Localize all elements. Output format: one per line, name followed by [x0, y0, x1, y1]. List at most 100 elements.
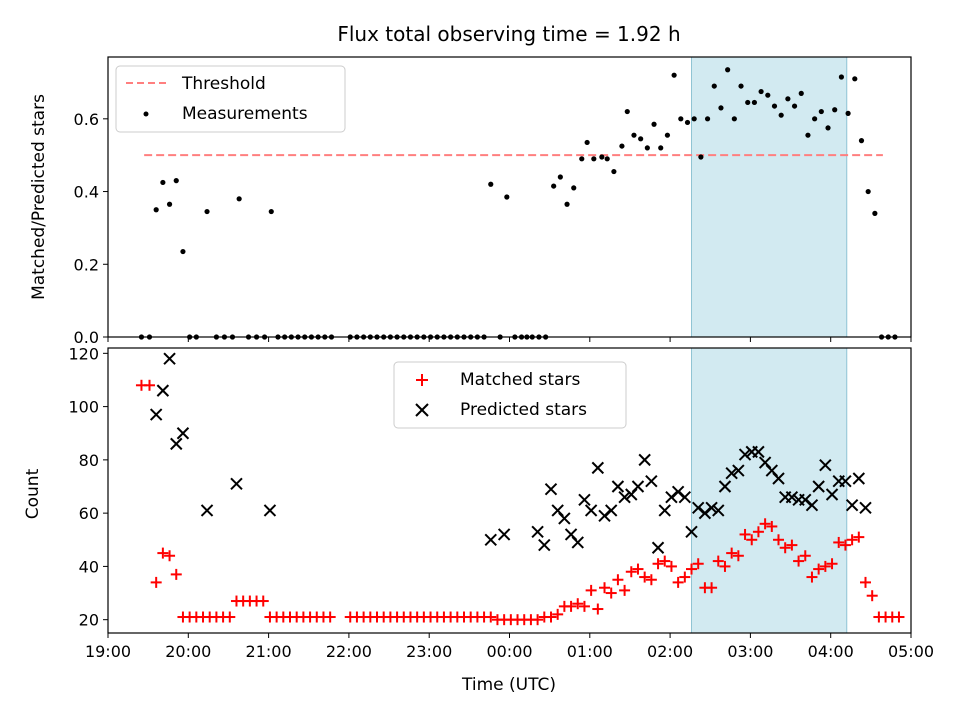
- matched-star-point: [679, 571, 691, 583]
- legend-matched-swatch: [416, 374, 428, 386]
- matched-star-point: [612, 574, 624, 586]
- measurement-point: [173, 178, 179, 184]
- matched-star-point: [706, 582, 718, 594]
- matched-star-point: [625, 566, 637, 578]
- predicted-star-point: [859, 501, 872, 515]
- x-tick-label: 04:00: [808, 642, 854, 661]
- x-tick-label: 23:00: [406, 642, 452, 661]
- measurement-point: [785, 96, 791, 102]
- measurement-point: [812, 116, 818, 122]
- measurement-point: [684, 119, 691, 126]
- measurement-point: [711, 83, 717, 89]
- top-y-axis: 0.0 0.2 0.4 0.6: [74, 110, 912, 347]
- predicted-star-point: [658, 504, 671, 517]
- matched-star-point: [659, 555, 671, 567]
- measurement-point: [644, 145, 650, 151]
- matched-star-point: [846, 534, 858, 546]
- measurement-point: [591, 156, 597, 162]
- matched-star-point: [485, 611, 497, 623]
- predicted-star-point: [825, 488, 839, 501]
- measurement-point: [624, 108, 630, 115]
- measurement-point: [745, 99, 751, 106]
- measurement-point: [765, 92, 771, 98]
- measurement-point: [872, 210, 878, 216]
- matched-star-point: [585, 584, 597, 596]
- measurement-point: [557, 174, 563, 180]
- predicted-star-point: [638, 453, 651, 467]
- bottom-plot-area: [135, 347, 905, 634]
- matched-star-point: [806, 571, 818, 583]
- predicted-star-point: [725, 466, 738, 480]
- top-y-tick-label: 0.6: [74, 110, 99, 129]
- measurement-point: [738, 83, 744, 89]
- measurement-point: [845, 110, 851, 116]
- matched-star-point: [686, 563, 698, 575]
- measurement-point: [678, 116, 684, 122]
- measurement-point: [858, 138, 865, 144]
- matched-star-point: [826, 558, 838, 570]
- predicted-star-point: [578, 493, 591, 507]
- predicted-star-point: [611, 480, 625, 493]
- legend-predicted-label: Predicted stars: [460, 400, 587, 420]
- predicted-star-point: [752, 445, 765, 459]
- matched-star-point: [839, 539, 851, 551]
- highlight-span: [691, 347, 848, 634]
- matched-star-point: [859, 576, 871, 588]
- measurement-point: [751, 99, 758, 106]
- measurement-point: [832, 107, 838, 113]
- x-axis-label: Time (UTC): [461, 675, 556, 695]
- matched-star-point: [143, 379, 155, 391]
- legend-measurements-label: Measurements: [182, 104, 308, 124]
- matched-star-point: [170, 568, 182, 580]
- x-tick-label: 01:00: [567, 642, 613, 661]
- matched-star-point: [532, 614, 544, 626]
- bottom-y-tick-label: 120: [68, 344, 99, 363]
- matched-star-point: [692, 558, 704, 570]
- measurement-point: [180, 248, 186, 255]
- measurement-point: [631, 132, 637, 138]
- matched-star-point: [726, 547, 738, 559]
- measurement-point: [718, 105, 724, 111]
- predicted-star-point: [772, 472, 785, 485]
- predicted-star-point: [263, 504, 277, 517]
- top-y-tick-label: 0.0: [74, 328, 99, 347]
- bottom-legend: Matched stars Predicted stars: [393, 361, 627, 429]
- matched-star-point: [793, 555, 805, 567]
- measurement-point: [698, 154, 704, 160]
- predicted-star-point: [732, 464, 745, 477]
- matched-star-point: [257, 595, 269, 607]
- top-legend: Threshold Measurements: [115, 65, 346, 133]
- predicted-star-point: [170, 437, 183, 451]
- measurement-point: [236, 196, 242, 202]
- measurement-point: [160, 179, 166, 186]
- measurement-point: [664, 132, 671, 138]
- predicted-star-point: [156, 384, 170, 397]
- top-panel: 0.0 0.2 0.4 0.6 Matched/Predicted stars Thr…: [29, 56, 912, 347]
- matched-star-point: [819, 560, 831, 572]
- measurement-point: [571, 185, 577, 191]
- bottom-y-axis-label: Count: [23, 468, 43, 519]
- measurement-point: [268, 208, 274, 215]
- measurement-point: [204, 208, 210, 215]
- measurement-point: [584, 139, 590, 146]
- measurement-point: [731, 116, 737, 122]
- measurement-point: [758, 88, 764, 95]
- measurement-point: [852, 76, 858, 82]
- x-tick-label: 20:00: [165, 642, 211, 661]
- matched-star-point: [572, 598, 584, 610]
- legend-measurements-swatch: [143, 111, 149, 117]
- matched-star-point: [599, 582, 611, 594]
- matched-star-point: [578, 600, 590, 612]
- x-tick-label: 05:00: [888, 642, 934, 661]
- predicted-star-point: [163, 352, 176, 365]
- matched-star-point: [164, 550, 176, 562]
- predicted-star-point: [712, 504, 725, 517]
- measurement-point: [865, 188, 871, 195]
- matched-star-point: [157, 547, 169, 559]
- x-tick-label: 03:00: [727, 642, 773, 661]
- predicted-star-point: [651, 541, 665, 554]
- matched-star-point: [645, 574, 657, 586]
- measurement-point: [771, 103, 778, 109]
- predicted-star-point: [718, 480, 732, 493]
